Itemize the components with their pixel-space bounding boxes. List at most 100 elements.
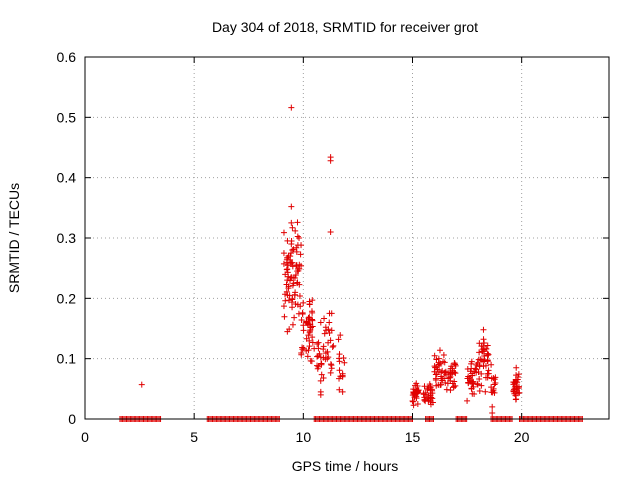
- data-point: [489, 409, 496, 416]
- data-point: [287, 277, 294, 284]
- data-point: [306, 337, 313, 344]
- data-point: [339, 388, 346, 395]
- data-point: [320, 374, 327, 381]
- data-point: [422, 389, 429, 396]
- data-point: [450, 384, 457, 391]
- x-tick-label: 15: [405, 429, 421, 445]
- data-point: [330, 342, 337, 349]
- data-point: [328, 327, 335, 334]
- data-point: [469, 372, 476, 379]
- data-point: [320, 354, 327, 361]
- data-point: [414, 401, 421, 408]
- data-point: [306, 301, 313, 308]
- data-point: [293, 262, 300, 269]
- data-point: [514, 385, 521, 392]
- data-point: [329, 343, 336, 350]
- data-point: [440, 351, 447, 358]
- data-point: [479, 348, 486, 355]
- data-point: [421, 383, 428, 390]
- data-point: [483, 345, 490, 352]
- data-point: [296, 292, 303, 299]
- data-point: [289, 295, 296, 302]
- data-point: [293, 248, 300, 255]
- data-point: [491, 381, 498, 388]
- data-point: [294, 301, 301, 308]
- x-tick-label: 5: [190, 429, 198, 445]
- data-point: [321, 315, 328, 322]
- data-point: [291, 314, 298, 321]
- data-point: [484, 352, 491, 359]
- data-point: [299, 344, 306, 351]
- data-point: [288, 203, 295, 210]
- data-point: [305, 315, 312, 322]
- data-point: [492, 374, 499, 381]
- data-point: [431, 368, 438, 375]
- data-point: [317, 391, 324, 398]
- data-point: [317, 319, 324, 326]
- data-point: [428, 394, 435, 401]
- data-point: [299, 310, 306, 317]
- data-point: [464, 366, 471, 373]
- data-point: [306, 328, 313, 335]
- data-point: [428, 386, 435, 393]
- data-point: [292, 272, 299, 279]
- data-point: [296, 261, 303, 268]
- data-point: [306, 343, 313, 350]
- data-point: [410, 398, 417, 405]
- data-point: [340, 354, 347, 361]
- data-point: [337, 332, 344, 339]
- y-tick-labels: 0 0.1 0.2 0.3 0.4 0.5 0.6: [57, 49, 77, 427]
- data-point: [315, 345, 322, 352]
- data-point: [432, 377, 439, 384]
- data-point: [467, 377, 474, 384]
- data-point: [429, 395, 436, 402]
- data-point: [324, 355, 331, 362]
- data-point: [285, 253, 292, 260]
- plot-frame: [84, 56, 610, 420]
- data-point: [291, 292, 298, 299]
- data-point: [285, 285, 292, 292]
- data-point: [280, 303, 287, 310]
- data-point: [468, 358, 475, 365]
- y-tick-label: 0.1: [57, 351, 77, 367]
- data-point: [282, 271, 289, 278]
- data-point: [306, 321, 313, 328]
- x-tick-label: 10: [296, 429, 312, 445]
- data-point: [280, 260, 287, 267]
- data-point: [485, 370, 492, 377]
- data-point: [480, 336, 487, 343]
- data-point: [288, 241, 295, 248]
- data-point: [322, 324, 329, 331]
- y-tick-label: 0.3: [57, 230, 77, 246]
- data-point: [309, 334, 316, 341]
- data-point: [485, 351, 492, 358]
- data-point: [336, 367, 343, 374]
- data-point: [328, 310, 335, 317]
- data-point: [492, 379, 499, 386]
- data-point: [438, 381, 445, 388]
- data-point: [478, 382, 485, 389]
- data-point: [335, 336, 342, 343]
- data-point: [336, 386, 343, 393]
- data-point: [409, 397, 416, 404]
- data-point: [465, 380, 472, 387]
- data-point: [309, 339, 316, 346]
- data-point: [482, 388, 489, 395]
- data-point: [318, 371, 325, 378]
- data-point: [298, 351, 305, 358]
- data-point: [336, 375, 343, 382]
- data-point: [281, 313, 288, 320]
- data-point: [309, 309, 316, 316]
- data-point: [446, 374, 453, 381]
- data-point: [280, 250, 287, 257]
- data-point: [491, 389, 498, 396]
- data-point: [514, 379, 521, 386]
- data-point: [321, 330, 328, 337]
- data-point: [474, 381, 481, 388]
- data-point: [451, 369, 458, 376]
- data-point: [309, 297, 316, 304]
- chart-title: Day 304 of 2018, SRMTID for receiver gro…: [212, 19, 478, 35]
- data-point: [294, 233, 301, 240]
- x-tick-label: 0: [81, 429, 89, 445]
